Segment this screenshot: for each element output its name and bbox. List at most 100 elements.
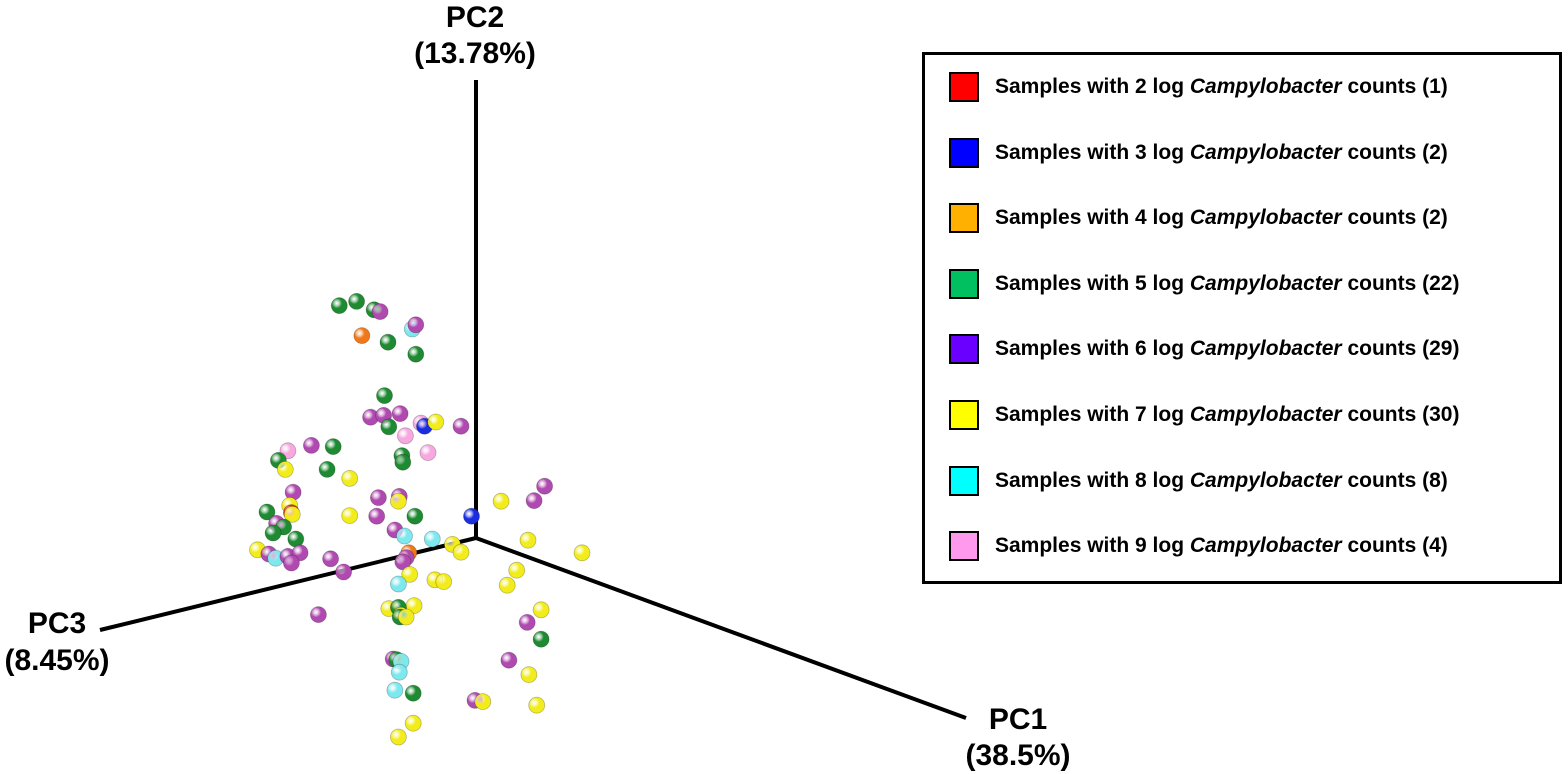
pc3-axis-variance: (8.45%): [4, 644, 109, 677]
data-point-log5-9: [376, 387, 393, 405]
data-point-log7-79: [532, 601, 550, 619]
legend-label: Samples with 6 log Campylobacter counts …: [995, 337, 1459, 361]
data-point-log9-18: [396, 427, 414, 445]
data-point-log7-35: [492, 492, 510, 510]
legend-label: Samples with 3 log Campylobacter counts …: [995, 141, 1448, 165]
data-point-log5-89: [404, 684, 422, 702]
legend-label-organism: Campylobacter: [1189, 534, 1342, 558]
legend-swatch: [949, 72, 979, 102]
legend-label-suffix: counts (22): [1341, 271, 1460, 295]
legend-swatch: [949, 465, 979, 496]
legend-swatch: [949, 137, 979, 168]
legend-label-prefix: Samples with 4 log: [995, 206, 1190, 230]
legend-label-prefix: Samples with 8 log: [995, 468, 1190, 492]
data-point-log4-6: [353, 327, 371, 345]
legend-label-prefix: Samples with 9 log: [995, 534, 1190, 558]
data-point-log6-5: [407, 316, 425, 334]
data-point-log5-1: [348, 292, 366, 310]
data-point-log5-23: [394, 453, 412, 471]
legend-label-organism: Campylobacter: [1189, 468, 1342, 492]
data-point-log5-81: [532, 630, 550, 648]
data-point-log6-57: [322, 550, 340, 568]
data-point-log5-17: [380, 418, 398, 436]
legend-label: Samples with 2 log Campylobacter counts …: [995, 75, 1448, 99]
legend-item-log6: Samples with 6 log Campylobacter counts …: [949, 331, 1459, 367]
data-point-log7-71: [573, 544, 591, 562]
legend-item-log7: Samples with 7 log Campylobacter counts …: [949, 397, 1459, 433]
data-point-log3-43: [463, 507, 480, 525]
data-point-log6-78: [309, 606, 327, 623]
data-point-log6-3: [371, 303, 389, 321]
data-point-log7-15: [427, 413, 445, 431]
legend-label-organism: Campylobacter: [1189, 206, 1342, 230]
data-point-log7-40: [341, 507, 359, 524]
legend-swatch: [949, 531, 979, 562]
data-point-log5-42: [406, 507, 424, 525]
legend-label-suffix: counts (30): [1341, 403, 1460, 426]
data-point-log6-41: [368, 507, 386, 525]
data-point-log6-19: [302, 436, 320, 454]
legend-label-suffix: counts (8): [1341, 468, 1448, 492]
data-point-log8-88: [386, 681, 404, 699]
legend-label-organism: Campylobacter: [1189, 140, 1342, 164]
data-point-log8-67: [389, 575, 407, 593]
legend-label-suffix: counts (4): [1341, 534, 1448, 558]
pc1-axis-line: [475, 536, 967, 720]
data-point-log5-46: [264, 524, 282, 542]
data-point-log6-16: [452, 417, 470, 435]
legend-label-organism: Campylobacter: [1189, 271, 1342, 295]
data-point-log6-56: [282, 554, 300, 572]
data-point-log6-34: [525, 492, 543, 510]
legend: Samples with 2 log Campylobacter counts …: [922, 52, 1562, 584]
data-point-log6-63: [394, 553, 412, 571]
data-point-log8-85: [390, 663, 408, 681]
data-point-log6-12: [391, 405, 409, 423]
axis-labels: PC2 (13.78%) PC3 (8.45%) PC1 (38.5%): [4, 1, 1070, 772]
legend-label-prefix: Samples with 3 log: [995, 140, 1190, 164]
legend-label-prefix: Samples with 2 log: [995, 75, 1190, 98]
legend-swatch: [949, 268, 979, 299]
data-point-log7-32: [389, 492, 407, 510]
legend-label-suffix: counts (1): [1341, 75, 1448, 98]
legend-label-organism: Campylobacter: [1189, 75, 1342, 98]
legend-label: Samples with 4 log Campylobacter counts …: [995, 206, 1448, 230]
data-point-log7-28: [341, 469, 359, 487]
legend-item-log2: Samples with 2 log Campylobacter counts …: [949, 69, 1448, 105]
data-point-log7-87: [520, 666, 538, 683]
data-point-log7-64: [401, 566, 419, 583]
legend-item-log9: Samples with 9 log Campylobacter counts …: [949, 528, 1448, 564]
data-point-log5-39: [258, 503, 276, 521]
data-point-log5-0: [330, 297, 348, 315]
legend-label-suffix: counts (29): [1341, 337, 1460, 361]
legend-swatch: [949, 400, 979, 430]
data-point-log8-49: [396, 527, 413, 545]
data-point-log7-60: [452, 543, 470, 561]
legend-swatch: [949, 334, 979, 365]
legend-label-prefix: Samples with 6 log: [995, 337, 1190, 361]
data-point-log7-26: [276, 460, 294, 478]
legend-label-organism: Campylobacter: [1189, 337, 1342, 361]
legend-label: Samples with 5 log Campylobacter counts …: [995, 272, 1459, 296]
pc1-axis-name: PC1: [989, 703, 1047, 736]
legend-label: Samples with 8 log Campylobacter counts …: [995, 469, 1448, 493]
data-point-log7-38: [283, 506, 301, 523]
legend-label-suffix: counts (2): [1341, 140, 1448, 164]
legend-item-log8: Samples with 8 log Campylobacter counts …: [949, 463, 1448, 499]
data-point-log7-69: [508, 561, 526, 579]
legend-label-prefix: Samples with 7 log: [995, 403, 1190, 426]
data-point-log6-33: [536, 477, 553, 495]
data-point-log7-93: [404, 714, 422, 732]
data-point-log7-94: [389, 728, 407, 746]
data-point-log5-8: [407, 345, 425, 363]
data-point-log7-92: [528, 696, 546, 714]
legend-item-log3: Samples with 3 log Campylobacter counts …: [949, 135, 1448, 171]
data-point-log6-30: [369, 489, 387, 507]
data-point-log7-77: [397, 608, 415, 626]
legend-label-suffix: counts (2): [1341, 206, 1448, 230]
data-point-log5-7: [379, 333, 397, 351]
legend-swatch: [949, 203, 979, 234]
pc3-axis-name: PC3: [28, 607, 86, 640]
pc1-axis-variance: (38.5%): [965, 739, 1070, 772]
data-point-log7-66: [435, 573, 453, 590]
